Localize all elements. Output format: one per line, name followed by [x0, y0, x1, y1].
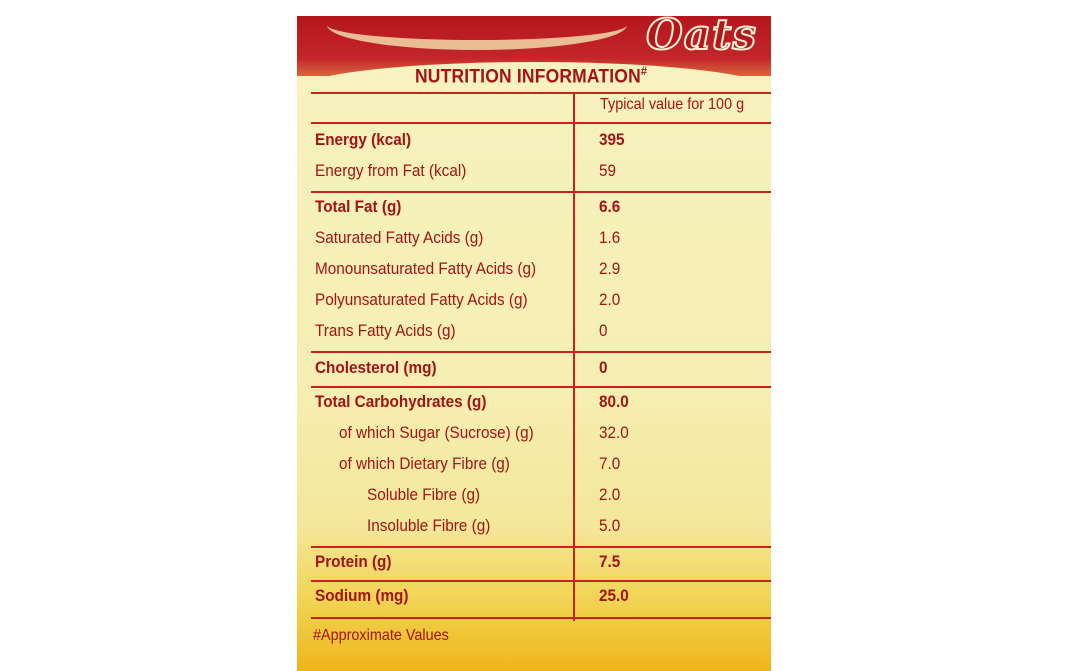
rule-cholesterol: [311, 386, 771, 388]
table-row: Energy (kcal) 395: [311, 130, 771, 160]
rule-carbs: [311, 546, 771, 548]
column-divider: [573, 93, 575, 621]
row-value: 59: [599, 161, 617, 180]
row-label: Total Carbohydrates (g): [315, 392, 487, 411]
row-label: Insoluble Fibre (g): [367, 516, 491, 535]
row-label: of which Sugar (Sucrose) (g): [339, 423, 534, 442]
row-value: 2.9: [599, 259, 621, 278]
rule-top: [311, 92, 771, 94]
table-heading: NUTRITION INFORMATION#: [415, 64, 648, 88]
row-value: 7.0: [599, 454, 621, 473]
row-label: of which Dietary Fibre (g): [339, 454, 510, 473]
brand-band: Oats: [297, 16, 771, 90]
table-row: Energy from Fat (kcal) 59: [311, 161, 771, 191]
rule-header: [311, 122, 771, 124]
row-value: 2.0: [599, 290, 621, 309]
table-row: Trans Fatty Acids (g) 0: [311, 321, 771, 351]
table-row: Protein (g) 7.5: [311, 552, 771, 582]
rule-fat: [311, 351, 771, 353]
row-value: 0: [599, 321, 608, 340]
row-value: 7.5: [599, 552, 621, 571]
row-label: Saturated Fatty Acids (g): [315, 228, 484, 247]
row-label: Polyunsaturated Fatty Acids (g): [315, 290, 528, 309]
table-row: Cholesterol (mg) 0: [311, 358, 771, 388]
row-label: Monounsaturated Fatty Acids (g): [315, 259, 537, 278]
row-label: Energy from Fat (kcal): [315, 161, 467, 180]
row-value: 5.0: [599, 516, 621, 535]
table-row: Insoluble Fibre (g) 5.0: [311, 516, 771, 546]
row-label: Sodium (mg): [315, 586, 409, 605]
row-value: 395: [599, 130, 625, 149]
footnote: #Approximate Values: [313, 627, 449, 644]
row-label: Total Fat (g): [315, 197, 402, 216]
table-row: Sodium (mg) 25.0: [311, 586, 771, 616]
table-row: of which Sugar (Sucrose) (g) 32.0: [311, 423, 771, 453]
row-value: 32.0: [599, 423, 629, 442]
row-label: Cholesterol (mg): [315, 358, 437, 377]
column-header: Typical value for 100 g: [600, 96, 745, 113]
rule-protein: [311, 580, 771, 582]
row-value: 0: [599, 358, 608, 377]
row-label: Soluble Fibre (g): [367, 485, 481, 504]
row-value: 1.6: [599, 228, 621, 247]
row-value: 80.0: [599, 392, 629, 411]
rule-energy: [311, 191, 771, 193]
row-label: Trans Fatty Acids (g): [315, 321, 456, 340]
table-row: Monounsaturated Fatty Acids (g) 2.9: [311, 259, 771, 289]
table-row: Polyunsaturated Fatty Acids (g) 2.0: [311, 290, 771, 320]
nutrition-table: NUTRITION INFORMATION# Typical value for…: [311, 64, 771, 624]
brand-logo-fragment: [327, 16, 627, 50]
rule-bottom: [311, 617, 771, 619]
table-row: of which Dietary Fibre (g) 7.0: [311, 454, 771, 484]
table-row: Soluble Fibre (g) 2.0: [311, 485, 771, 515]
row-value: 6.6: [599, 197, 621, 216]
row-label: Energy (kcal): [315, 130, 412, 149]
brand-product-text: Oats: [645, 16, 757, 60]
row-value: 2.0: [599, 485, 621, 504]
nutrition-panel-photo: Oats NUTRITION INFORMATION# Typical valu…: [297, 16, 771, 671]
row-label: Protein (g): [315, 552, 392, 571]
table-row: Saturated Fatty Acids (g) 1.6: [311, 228, 771, 258]
table-row: Total Carbohydrates (g) 80.0: [311, 392, 771, 422]
table-row: Total Fat (g) 6.6: [311, 197, 771, 227]
row-value: 25.0: [599, 586, 629, 605]
